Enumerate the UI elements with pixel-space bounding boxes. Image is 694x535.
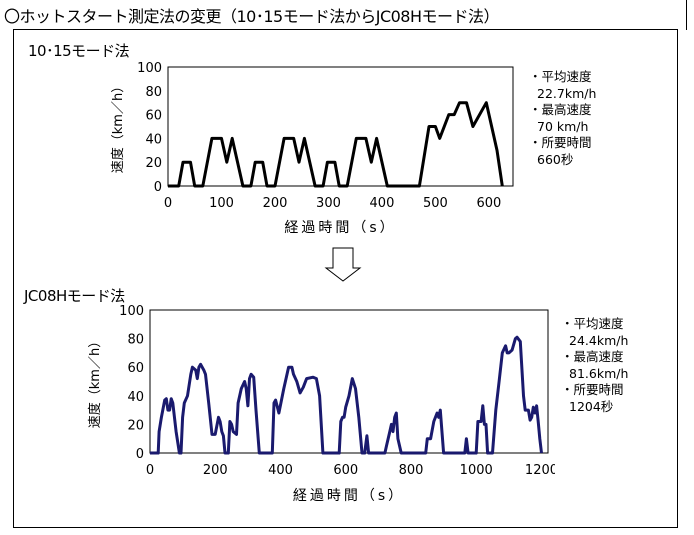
chart2-title: JC08Hモード法 (24, 287, 125, 305)
stat-label: ・平均速度 (529, 69, 592, 84)
y-tick-label: 80 (127, 333, 144, 348)
y-tick-label: 60 (145, 109, 162, 124)
x-tick-label: 200 (203, 463, 228, 478)
y-tick-label: 40 (127, 390, 144, 405)
y-tick-label: 0 (136, 447, 144, 462)
y-axis-label: 速度（km／h） (110, 80, 126, 173)
x-tick-label: 400 (268, 463, 293, 478)
plot-area (167, 66, 514, 187)
stat-value: 660秒 (537, 151, 574, 167)
y-tick-label: 20 (145, 156, 162, 171)
stat-label: ・所要時間 (561, 382, 624, 397)
y-tick-label: 60 (127, 361, 144, 376)
stat-value: 22.7km/h (537, 85, 597, 101)
chart1-title: 10･15モード法 (28, 42, 130, 60)
x-axis-label: 経過時間（s） (293, 488, 405, 504)
plot-area (149, 309, 549, 454)
y-tick-label: 20 (127, 418, 144, 433)
x-tick-label: 400 (370, 196, 395, 211)
divider (686, 0, 687, 30)
x-tick-label: 300 (316, 196, 341, 211)
page-title: 〇ホットスタート測定法の変更（10･15モード法からJC08Hモード法） (4, 7, 500, 26)
stat-label: ・最高速度 (529, 102, 592, 117)
y-tick-label: 40 (145, 132, 162, 147)
stat-label: ・所要時間 (529, 135, 592, 150)
stat-label: ・平均速度 (561, 316, 624, 331)
x-tick-label: 200 (263, 196, 288, 211)
y-tick-label: 100 (119, 304, 144, 319)
x-tick-label: 100 (209, 196, 234, 211)
chart2-stats: ・平均速度 24.4km/h ・最高速度 81.6km/h ・所要時間 1204… (561, 316, 628, 415)
x-tick-label: 500 (423, 196, 448, 211)
y-tick-label: 80 (145, 85, 162, 100)
speed-series-line (150, 335, 543, 455)
stat-value: 81.6km/h (569, 365, 629, 381)
x-tick-label: 1000 (460, 463, 493, 478)
stat-value: 24.4km/h (569, 332, 629, 348)
chart1-stats: ・平均速度 22.7km/h ・最高速度 70 km/h ・所要時間 660秒 (529, 69, 596, 168)
y-tick-label: 0 (154, 180, 162, 195)
chart-1015-mode: 0 20 40 60 80 100 0 100 200 300 400 500 600 経過時間（s） 速度… (110, 61, 514, 236)
y-axis-label: 速度（km／h） (87, 335, 103, 428)
x-tick-label: 600 (477, 196, 502, 211)
down-arrow-icon (324, 247, 362, 282)
y-tick-label: 100 (137, 61, 162, 76)
stat-value: 1204秒 (569, 398, 614, 414)
stat-label: ・最高速度 (561, 349, 624, 364)
x-tick-label: 600 (333, 463, 358, 478)
figure-frame (13, 29, 678, 528)
x-tick-label: 0 (146, 463, 154, 478)
x-axis-label: 経過時間（s） (284, 220, 396, 236)
x-tick-label: 1200 (525, 463, 555, 478)
x-tick-label: 800 (399, 463, 424, 478)
x-tick-label: 0 (164, 196, 172, 211)
speed-series-line (168, 101, 504, 188)
stat-value: 70 km/h (537, 118, 589, 134)
